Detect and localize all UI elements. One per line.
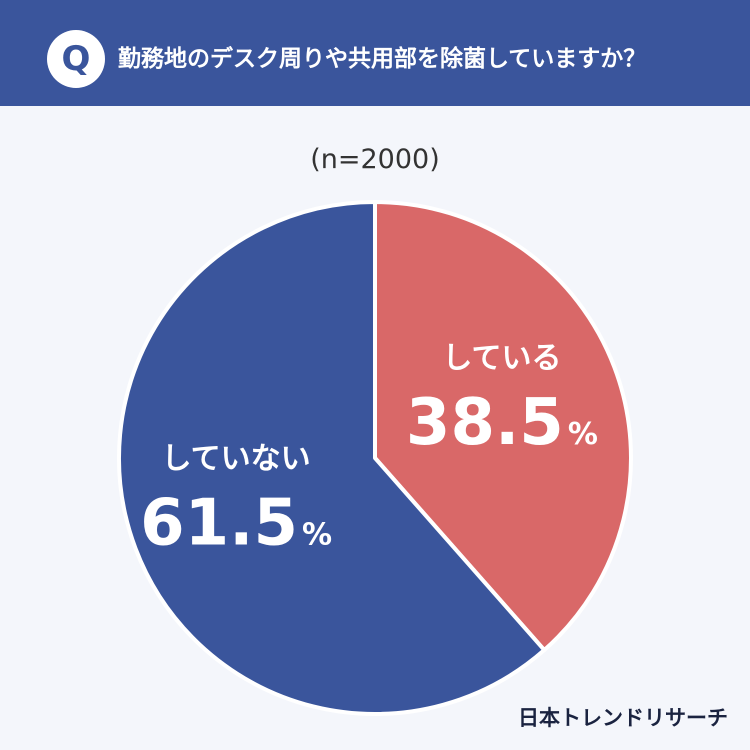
slice-value-label: 38.5% [406, 386, 598, 460]
slice-category-label: している [442, 341, 561, 376]
pie-slice-yes [373, 200, 633, 653]
slice-value-label: 61.5% [140, 486, 332, 560]
brand-logo: 日本トレンドリサーチ [518, 706, 728, 730]
header-bar: Q 勤務地のデスク周りや共用部を除菌していますか？ [0, 0, 750, 106]
question-badge: Q [47, 30, 105, 88]
slice-category-label: していない [162, 441, 311, 476]
sample-size-label: (n=2000) [310, 144, 440, 175]
question-title: 勤務地のデスク周りや共用部を除菌していますか？ [118, 46, 647, 72]
pie-slice-no [117, 200, 547, 716]
